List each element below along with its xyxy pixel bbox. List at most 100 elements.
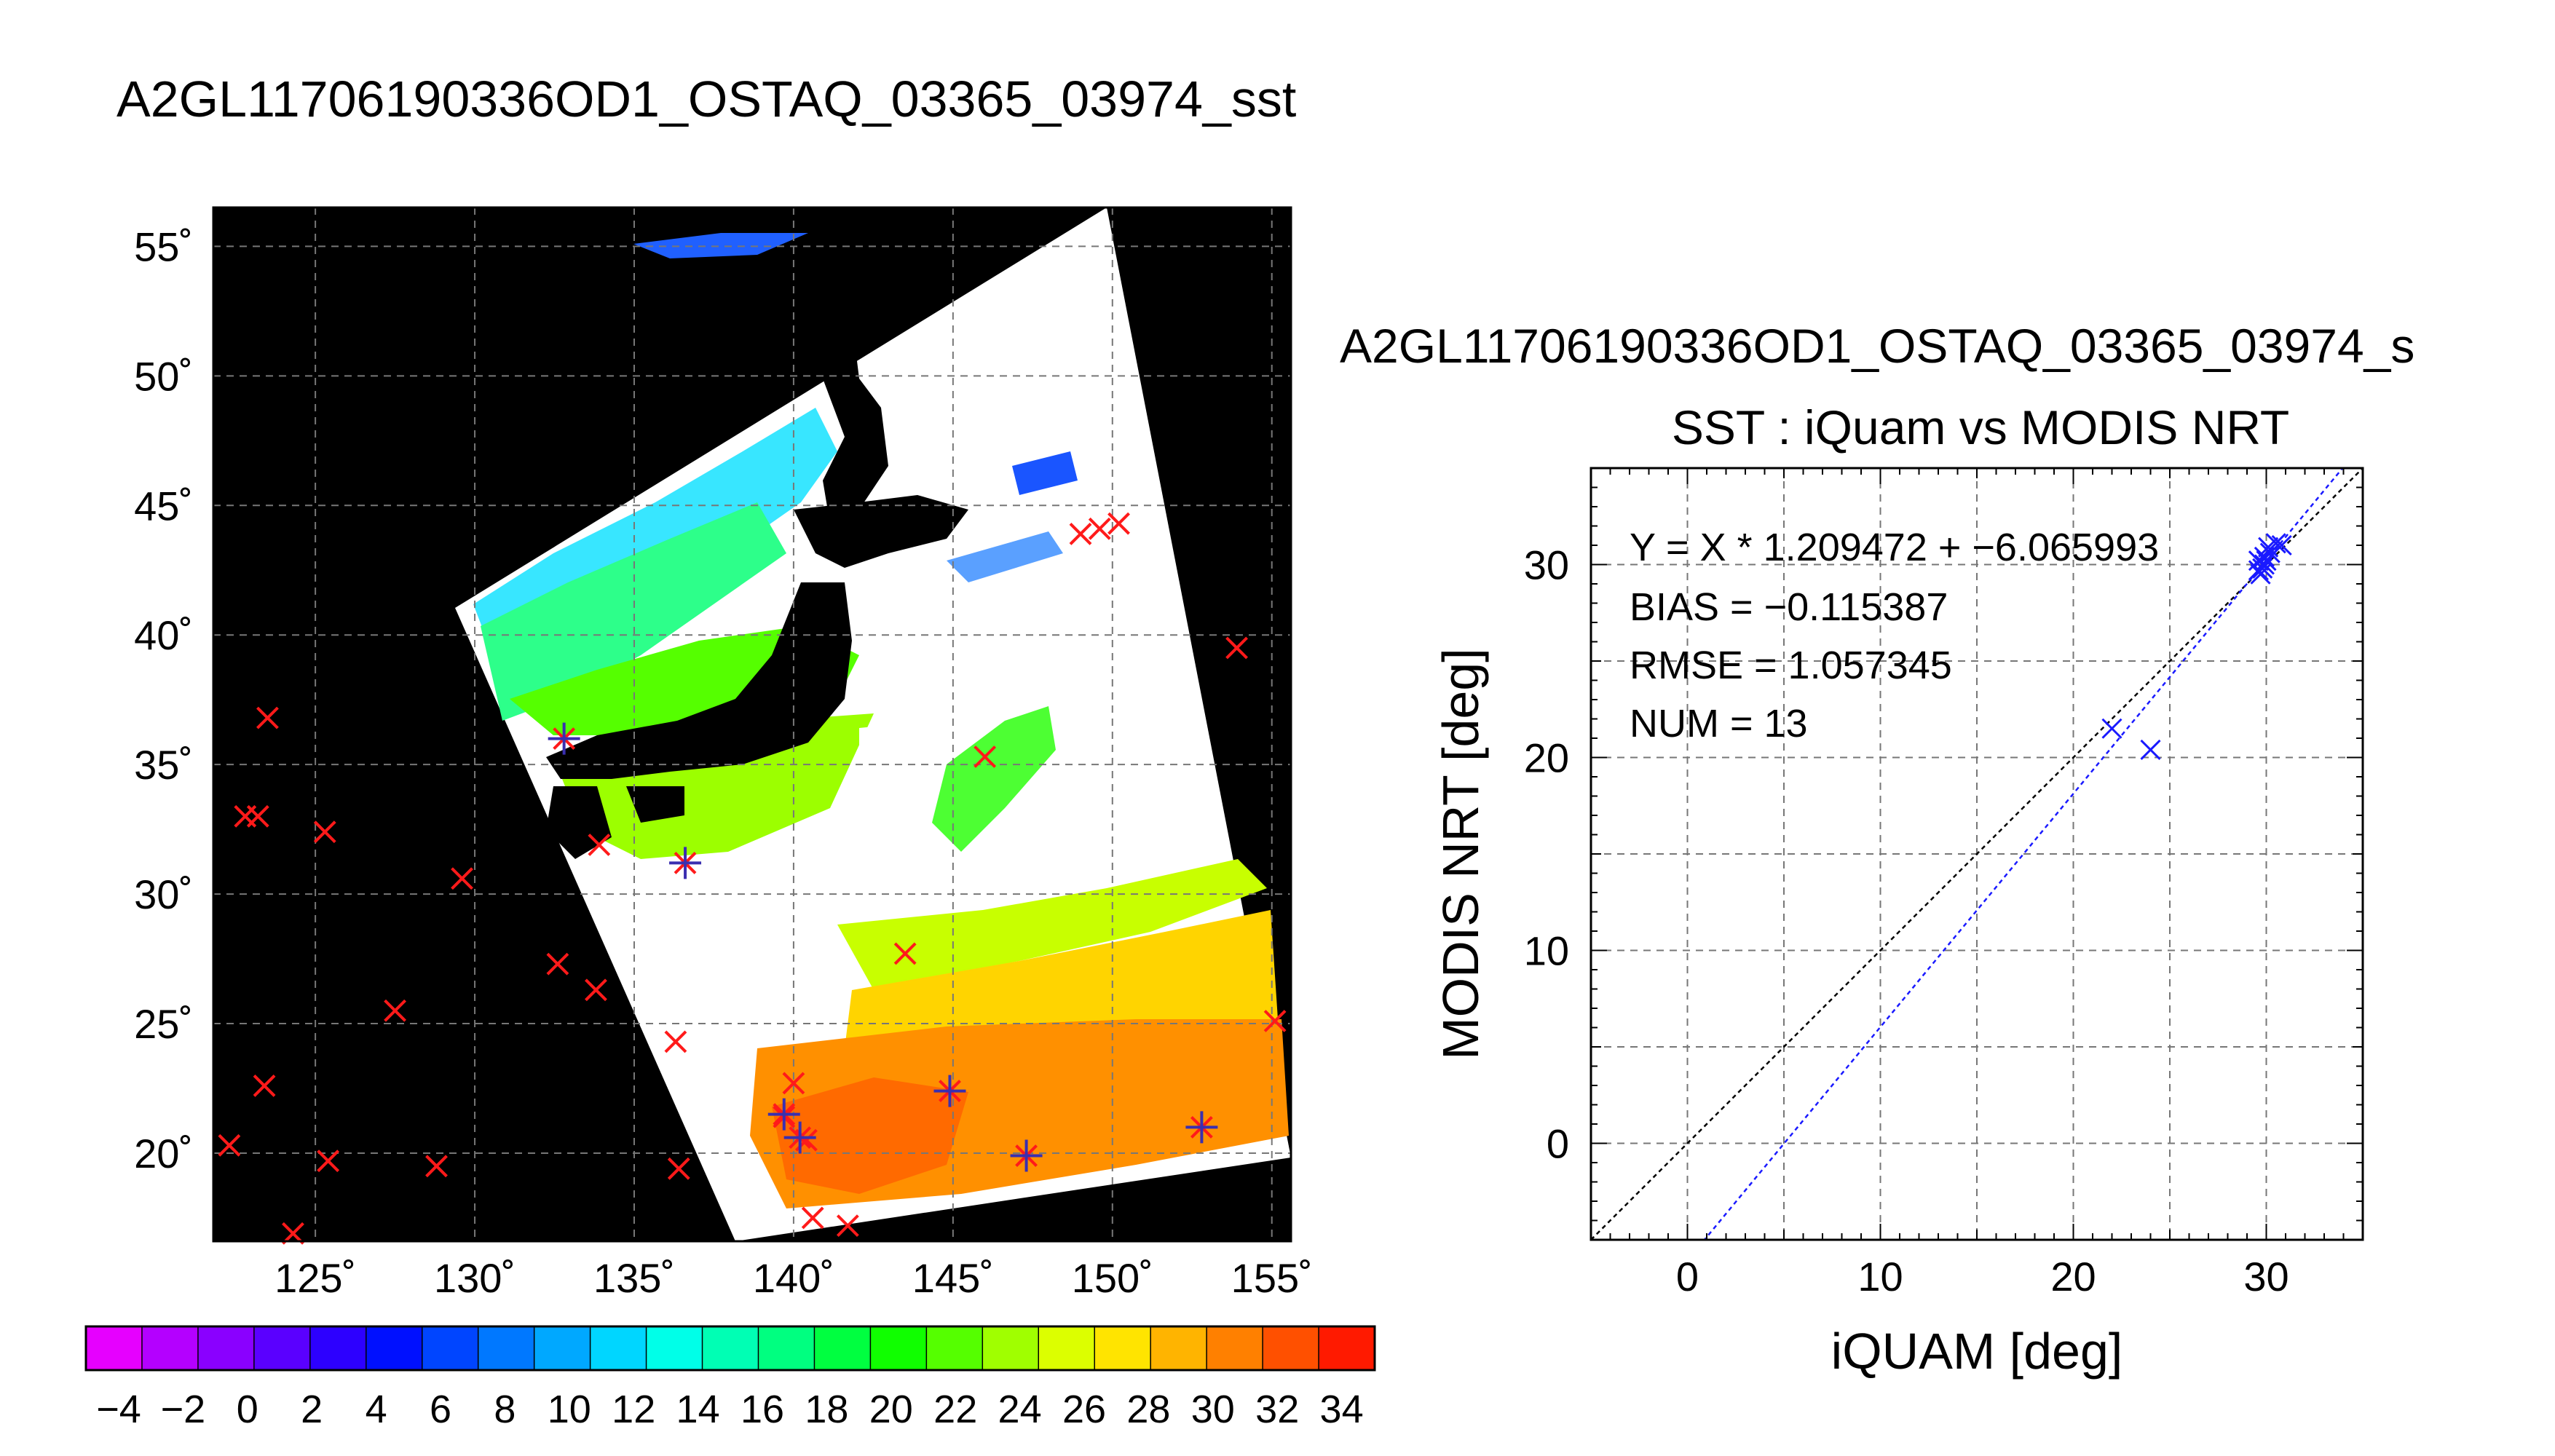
buoy-x-marker bbox=[313, 820, 336, 844]
latitude-tick-label: 25˚ bbox=[134, 1001, 193, 1047]
matchup-star-marker bbox=[669, 847, 702, 879]
buoy-x-marker bbox=[546, 952, 569, 976]
colorbar-cell bbox=[758, 1326, 815, 1370]
colorbar-cell bbox=[814, 1326, 871, 1370]
latitude-tick-label: 55˚ bbox=[134, 223, 193, 269]
colorbar-cell bbox=[534, 1326, 591, 1370]
matchup-star-marker bbox=[767, 1098, 800, 1131]
colorbar: −4 −2 0 2 4 6 8 10 12 14 16 18 20 22 24 26 28 30 32 34 bbox=[84, 1325, 1376, 1431]
y-axis-label: MODIS NRT [deg] bbox=[1432, 648, 1489, 1059]
longitude-tick-label: 135˚ bbox=[593, 1255, 675, 1301]
scatter-panel: A2GL11706190336OD1_OSTAQ_03365_03974_s S… bbox=[1340, 319, 2414, 1380]
sst-field bbox=[473, 233, 1289, 1208]
buoy-x-marker bbox=[253, 1075, 276, 1097]
x-tick-label: 30 bbox=[2243, 1254, 2289, 1299]
colorbar-tick-label: 28 bbox=[1126, 1388, 1170, 1431]
y-tick-label: 10 bbox=[1524, 928, 1569, 974]
land-hokkaido bbox=[794, 495, 968, 568]
longitude-tick-label: 125˚ bbox=[275, 1255, 356, 1301]
cloud-gap bbox=[859, 721, 932, 772]
main-title: A2GL11706190336OD1_OSTAQ_03365_03974_sst bbox=[117, 71, 1296, 127]
colorbar-tick-label: 18 bbox=[805, 1388, 848, 1431]
colorbar-tick-label: 12 bbox=[612, 1388, 655, 1431]
latitude-tick-label: 30˚ bbox=[134, 871, 193, 917]
latitude-tick-label: 40˚ bbox=[134, 612, 193, 658]
y-tick-label: 20 bbox=[1524, 735, 1569, 781]
colorbar-cell bbox=[422, 1326, 479, 1370]
scatter-point bbox=[2248, 560, 2269, 581]
sst-patch-hottest bbox=[772, 1077, 968, 1194]
buoy-x-marker bbox=[246, 804, 269, 828]
scatter-point bbox=[2256, 550, 2277, 571]
matchup-star-marker bbox=[933, 1075, 966, 1107]
latitude-tick-label: 50˚ bbox=[134, 353, 193, 399]
colorbar-tick-labels: −4 −2 0 2 4 6 8 10 12 14 16 18 20 22 24 26 28 30 32 34 bbox=[96, 1388, 1363, 1431]
scatter-ticks: 0 10 20 30 0 10 20 30 bbox=[1524, 467, 2364, 1299]
longitude-tick-label: 150˚ bbox=[1072, 1255, 1153, 1301]
buoy-x-marker bbox=[451, 867, 473, 890]
x-tick-label: 10 bbox=[1857, 1254, 1903, 1299]
colorbar-cell bbox=[646, 1326, 703, 1370]
scatter-subtitle: SST : iQuam vs MODIS NRT bbox=[1672, 400, 2289, 454]
stat-bias: BIAS = −0.115387 bbox=[1630, 585, 1948, 629]
matchup-star-marker bbox=[1010, 1139, 1043, 1172]
scatter-point bbox=[2265, 533, 2286, 554]
buoy-x-marker bbox=[1069, 523, 1092, 545]
matchup-star-marker bbox=[548, 722, 580, 755]
buoy-x-marker bbox=[782, 1072, 805, 1095]
map-gridlines bbox=[213, 207, 1291, 1241]
x-tick-label: 20 bbox=[2050, 1254, 2096, 1299]
colorbar-cell bbox=[590, 1326, 647, 1370]
colorbar-cell bbox=[141, 1326, 199, 1370]
buoy-x-marker bbox=[1088, 517, 1111, 540]
scatter-point bbox=[2101, 718, 2122, 739]
longitude-tick-labels: 125˚ 130˚ 135˚ 140˚ 145˚ 150˚ 155˚ bbox=[275, 1255, 1313, 1301]
buoy-x-marker bbox=[664, 1030, 687, 1053]
map-markers bbox=[218, 512, 1287, 1245]
colorbar-tick-label: −2 bbox=[161, 1388, 206, 1431]
scatter-lines bbox=[1591, 468, 2363, 1240]
stat-rmse: RMSE = 1.057345 bbox=[1630, 644, 1952, 687]
sst-map: 55˚ 50˚ 45˚ 40˚ 35˚ 30˚ 25˚ 20˚ 125˚ 130˚ 135˚ 140… bbox=[134, 206, 1313, 1301]
colorbar-cell bbox=[1150, 1326, 1207, 1370]
y-tick-label: 30 bbox=[1524, 542, 1569, 588]
colorbar-cell bbox=[478, 1326, 535, 1370]
colorbar-cell bbox=[197, 1326, 255, 1370]
colorbar-cell bbox=[1319, 1326, 1375, 1370]
y-tick-label: 0 bbox=[1547, 1121, 1569, 1167]
colorbar-cell bbox=[86, 1326, 143, 1370]
buoy-x-marker bbox=[218, 1133, 241, 1157]
latitude-tick-labels: 55˚ 50˚ 45˚ 40˚ 35˚ 30˚ 25˚ 20˚ bbox=[134, 223, 193, 1176]
colorbar-cell bbox=[253, 1326, 311, 1370]
colorbar-cells bbox=[85, 1326, 1375, 1370]
colorbar-tick-label: 22 bbox=[933, 1388, 977, 1431]
colorbar-frame bbox=[84, 1325, 1376, 1372]
colorbar-tick-label: 6 bbox=[430, 1388, 451, 1431]
identity-line bbox=[1591, 468, 2363, 1240]
colorbar-tick-label: 20 bbox=[869, 1388, 913, 1431]
land-sakhalin bbox=[801, 240, 888, 524]
colorbar-tick-label: 34 bbox=[1320, 1388, 1364, 1431]
colorbar-tick-label: 26 bbox=[1062, 1388, 1106, 1431]
buoy-x-marker bbox=[585, 978, 607, 1002]
latitude-tick-label: 45˚ bbox=[134, 483, 193, 529]
colorbar-tick-label: −4 bbox=[96, 1388, 141, 1431]
colorbar-tick-label: 8 bbox=[494, 1388, 516, 1431]
sst-patch-kuril bbox=[1012, 451, 1078, 495]
colorbar-cell bbox=[702, 1326, 759, 1370]
buoy-x-marker bbox=[425, 1155, 448, 1178]
buoy-x-marker bbox=[1107, 512, 1130, 535]
sst-patch-okhotsk bbox=[633, 233, 808, 258]
sst-patch-cool bbox=[481, 502, 786, 721]
matchup-star-marker bbox=[783, 1121, 816, 1154]
colorbar-tick-label: 30 bbox=[1191, 1388, 1235, 1431]
colorbar-cell bbox=[1094, 1326, 1151, 1370]
land-honshu bbox=[546, 582, 852, 779]
x-tick-label: 0 bbox=[1676, 1254, 1699, 1299]
buoy-x-marker bbox=[317, 1150, 340, 1173]
scatter-point bbox=[2140, 739, 2161, 760]
colorbar-tick-label: 2 bbox=[301, 1388, 323, 1431]
colorbar-tick-label: 10 bbox=[548, 1388, 591, 1431]
sst-patch-offshore bbox=[932, 706, 1056, 852]
buoy-x-marker bbox=[256, 706, 279, 729]
